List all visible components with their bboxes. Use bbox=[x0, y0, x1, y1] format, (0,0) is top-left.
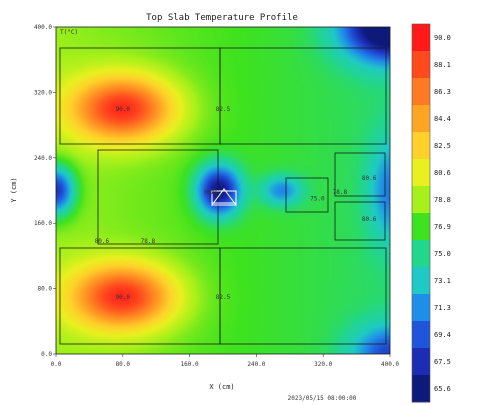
colorbar-label: 78.8 bbox=[434, 196, 451, 204]
colorbar-label: 86.3 bbox=[434, 88, 451, 96]
corner-label: T(°C) bbox=[60, 29, 78, 36]
region-label: 75.0 bbox=[310, 196, 325, 203]
colorbar-label: 90.0 bbox=[434, 34, 451, 42]
y-tick-label: 240.0 bbox=[34, 155, 52, 162]
colorbar-label: 71.3 bbox=[434, 304, 451, 312]
x-tick-label: 400.0 bbox=[381, 361, 399, 368]
footer-timestamp: 2023/05/15 08:00:00 bbox=[288, 395, 357, 402]
y-tick-label: 80.0 bbox=[38, 286, 53, 293]
plot-area: HVAC 90.0 90.0 82.5 82.5 78.8 80.6 78.8 80.6 80.… bbox=[55, 26, 391, 355]
hvac-box-icon bbox=[211, 190, 237, 206]
colorbar-swatch bbox=[412, 105, 430, 133]
y-tick-label: 320.0 bbox=[34, 89, 52, 96]
region-labels: 90.0 90.0 82.5 82.5 78.8 80.6 78.8 80.6 80.6 75.0 bbox=[95, 106, 377, 301]
y-axis: 0.0 80.0 160.0 240.0 320.0 400.0 bbox=[34, 24, 56, 358]
region-label: 78.8 bbox=[333, 189, 348, 196]
colorbar-label: 76.9 bbox=[434, 223, 451, 231]
y-tick-label: 160.0 bbox=[34, 220, 52, 227]
colorbar-swatch bbox=[412, 240, 430, 268]
x-tick-label: 320.0 bbox=[314, 361, 332, 368]
x-tick-label: 160.0 bbox=[181, 361, 199, 368]
y-axis-label: Y (cm) bbox=[10, 177, 18, 202]
colorbar-label: 65.6 bbox=[434, 385, 451, 393]
hotspot-label: 90.0 bbox=[116, 294, 131, 301]
colorbar-swatch bbox=[412, 267, 430, 295]
x-axis-label: X (cm) bbox=[209, 383, 234, 391]
zone-outlines bbox=[55, 26, 391, 355]
region-label: 78.8 bbox=[141, 238, 156, 245]
region-label: 82.5 bbox=[216, 294, 231, 301]
hotspot-label: 90.0 bbox=[116, 106, 131, 113]
colorbar-swatch bbox=[412, 159, 430, 187]
x-tick-label: 240.0 bbox=[247, 361, 265, 368]
y-tick-label: 0.0 bbox=[41, 351, 52, 358]
y-tick-label: 400.0 bbox=[34, 24, 52, 31]
colorbar-swatch bbox=[412, 348, 430, 376]
colorbar-label: 67.5 bbox=[434, 358, 451, 366]
colorbar-label: 88.1 bbox=[434, 61, 451, 69]
colorbar-swatch bbox=[412, 294, 430, 322]
chart-header: Top Slab Temperature Profile bbox=[146, 13, 298, 23]
hvac-label: HVAC bbox=[204, 189, 219, 196]
x-tick-label: 80.0 bbox=[116, 361, 131, 368]
colorbar-swatch bbox=[412, 321, 430, 349]
x-tick-label: 0.0 bbox=[51, 361, 62, 368]
colorbar-swatch bbox=[412, 51, 430, 79]
colorbar-label: 73.1 bbox=[434, 277, 451, 285]
region-label: 80.6 bbox=[362, 175, 377, 182]
x-axis: 0.0 80.0 160.0 240.0 320.0 400.0 bbox=[51, 354, 399, 368]
colorbar-label: 69.4 bbox=[434, 331, 451, 339]
region-label: 80.6 bbox=[362, 216, 377, 223]
colorbar-frame bbox=[411, 23, 431, 403]
colorbar-swatch bbox=[412, 213, 430, 241]
colorbar-swatch bbox=[412, 24, 430, 52]
colorbar-label: 75.0 bbox=[434, 250, 451, 258]
region-label: 80.6 bbox=[95, 238, 110, 245]
colorbar-swatch bbox=[412, 375, 430, 403]
colorbar-swatch bbox=[412, 132, 430, 160]
colorbar-swatch bbox=[412, 186, 430, 214]
colorbar-label: 82.5 bbox=[434, 142, 451, 150]
chart-title: Top Slab Temperature Profile bbox=[146, 13, 298, 23]
colorbar-label: 80.6 bbox=[434, 169, 451, 177]
region-label: 82.5 bbox=[216, 106, 231, 113]
colorbar: 90.0 88.1 86.3 84.4 82.5 80.6 78.8 76.9 75.0 73.1… bbox=[411, 23, 451, 403]
colorbar-swatch bbox=[412, 78, 430, 106]
colorbar-label: 84.4 bbox=[434, 115, 451, 123]
hvac-marker: HVAC bbox=[204, 188, 237, 207]
